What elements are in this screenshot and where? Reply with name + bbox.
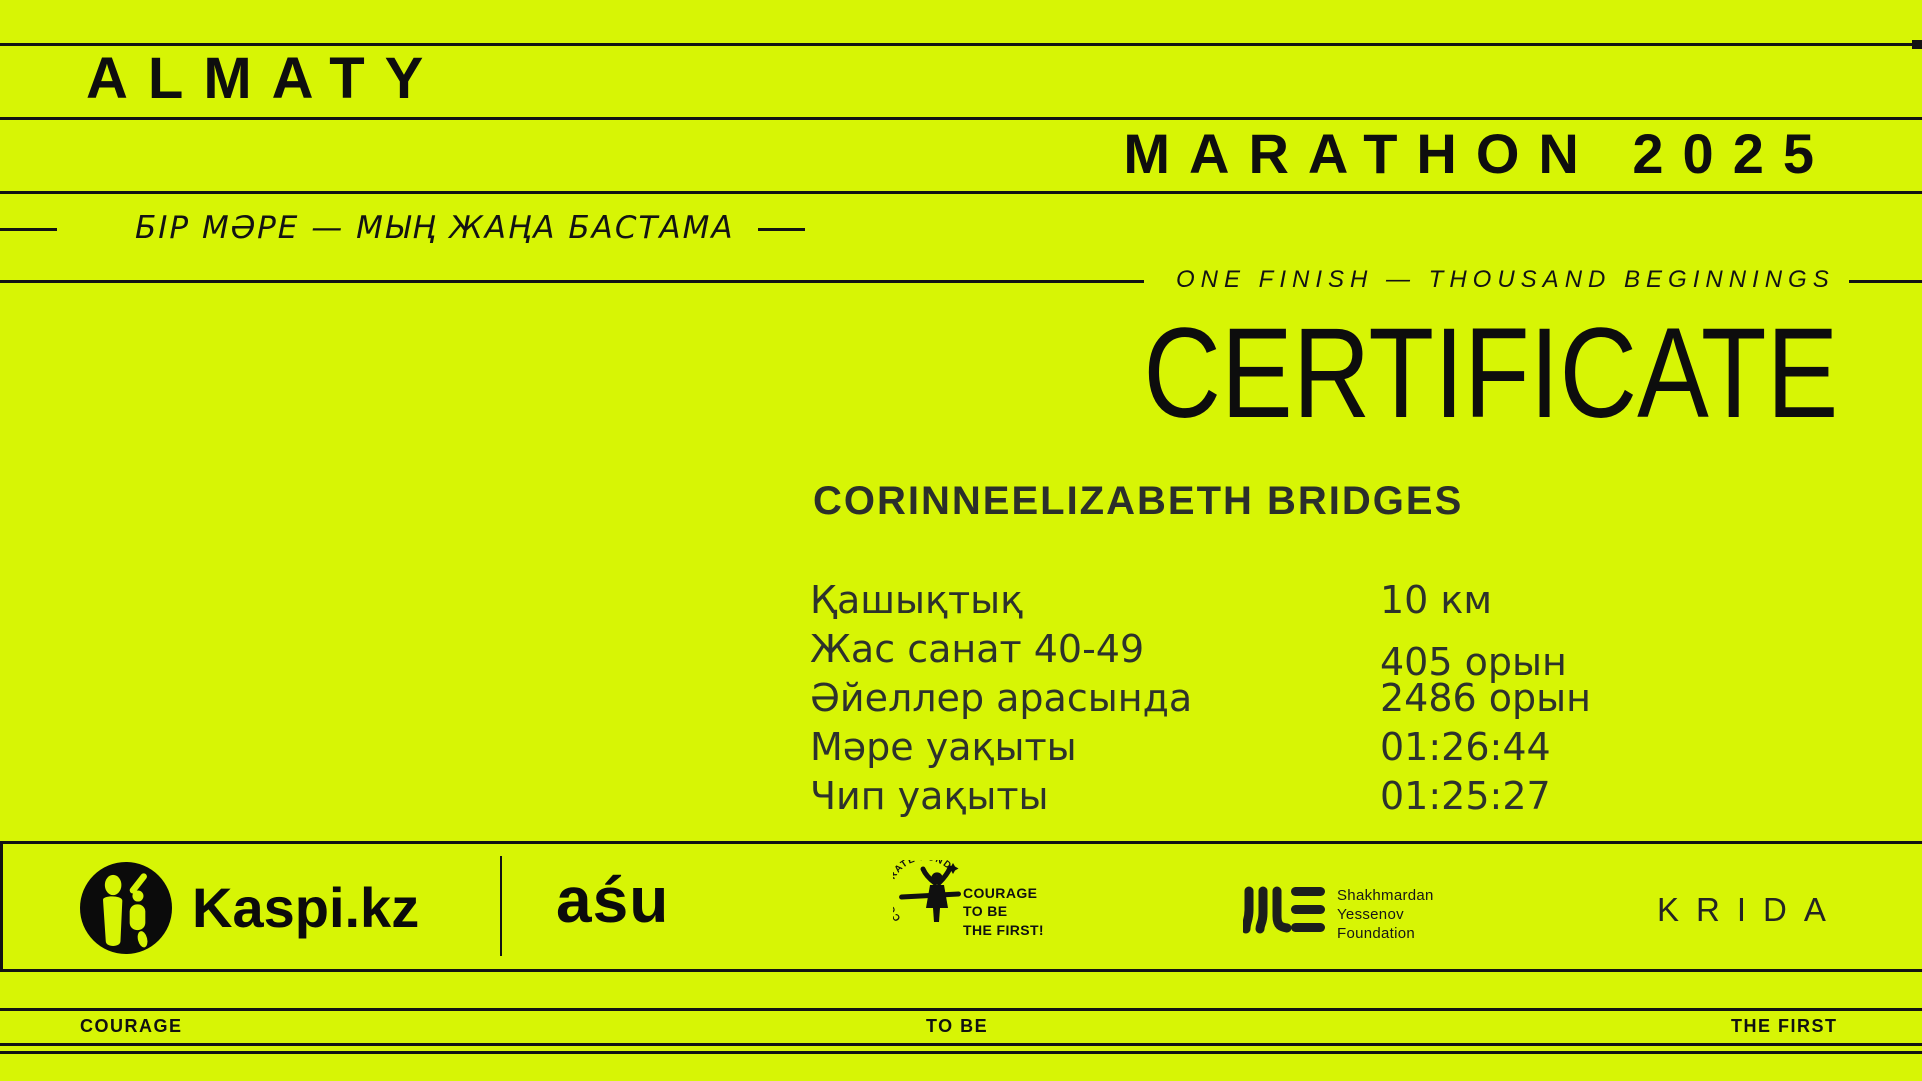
fund-line-the-first: THE FIRST! — [963, 921, 1044, 938]
rule-top-3 — [0, 191, 1922, 194]
yessenov-line-foundation: Foundation — [1337, 925, 1416, 943]
slogan-kazakh: БІР МӘРЕ — МЫҢ ЖАҢА БАСТАМА — [135, 210, 735, 246]
runner-icon — [899, 865, 961, 922]
slogan-en-right-dash — [1849, 280, 1922, 283]
fund-line-courage: COURAGE — [963, 885, 1038, 901]
rule-top-2 — [0, 117, 1922, 120]
bottom-rule-4 — [0, 1051, 1922, 1054]
yessenov-line-shakhmardan: Shakhmardan — [1337, 887, 1434, 904]
yessenov-line-yessenov: Yessenov — [1337, 906, 1404, 924]
footer-word-courage: COURAGE — [80, 1016, 183, 1036]
slogan-en-left-rule — [0, 280, 1144, 283]
footer-word-the-first: THE FIRST — [1731, 1016, 1838, 1036]
bottom-rule-2 — [0, 1008, 1922, 1011]
result-value-chip-time: 01:25:27 — [1380, 774, 1551, 818]
result-value-distance: 10 км — [1380, 578, 1493, 622]
fund-line-to-be: TO BE — [963, 903, 1008, 920]
participant-name: CORINNEELIZABETH BRIDGES — [813, 479, 1464, 523]
kaspi-logo-icon — [80, 862, 172, 954]
corporate-fund-logo-icon: CORPORATE FUND — [893, 860, 961, 923]
result-label-age-category: Жас санат 40-49 — [810, 627, 1145, 671]
sponsor-band-left-tick — [0, 841, 3, 971]
sponsor-divider-line — [500, 856, 502, 956]
result-label-chip-time: Чип уақыты — [810, 774, 1049, 818]
event-city-title: ALMATY — [86, 46, 444, 111]
rule-top-1-end-tick — [1912, 40, 1922, 49]
corporate-fund-slogan-lines: COURAGE TO BE THE FIRST! — [963, 884, 1044, 939]
result-label-distance: Қашықтық — [810, 578, 1024, 622]
bottom-rule-3 — [0, 1043, 1922, 1046]
slogan-kz-right-dash — [758, 228, 805, 231]
rule-top-1 — [0, 43, 1922, 46]
result-label-gender-rank: Әйеллер арасында — [810, 676, 1193, 720]
result-value-finish-time: 01:26:44 — [1380, 725, 1551, 769]
result-value-gender-rank: 2486 орын — [1380, 676, 1592, 720]
result-value-age-category: 405 орын — [1380, 640, 1567, 684]
bottom-rule-1 — [0, 969, 1922, 972]
yessenov-logo-text: Shakhmardan Yessenov Foundation — [1337, 886, 1434, 944]
kaspi-logo-wordmark: Kaspi.kz — [192, 876, 420, 939]
star-icon — [947, 863, 959, 874]
event-name-title: MARATHON 2025 — [1123, 122, 1833, 185]
sponsor-band-top-rule — [0, 841, 1922, 844]
certificate-title: CERTIFICATE — [1143, 302, 1838, 445]
slogan-english: ONE FINISH — THOUSAND BEGINNINGS — [1176, 266, 1835, 293]
krida-logo-wordmark: KRIDA — [1657, 891, 1843, 928]
slogan-kz-left-dash — [0, 228, 57, 231]
asu-logo-wordmark: aśu — [556, 864, 670, 936]
yessenov-logo-icon — [1243, 886, 1325, 934]
result-label-finish-time: Мәре уақыты — [810, 725, 1077, 769]
footer-word-to-be: TO BE — [926, 1016, 989, 1036]
